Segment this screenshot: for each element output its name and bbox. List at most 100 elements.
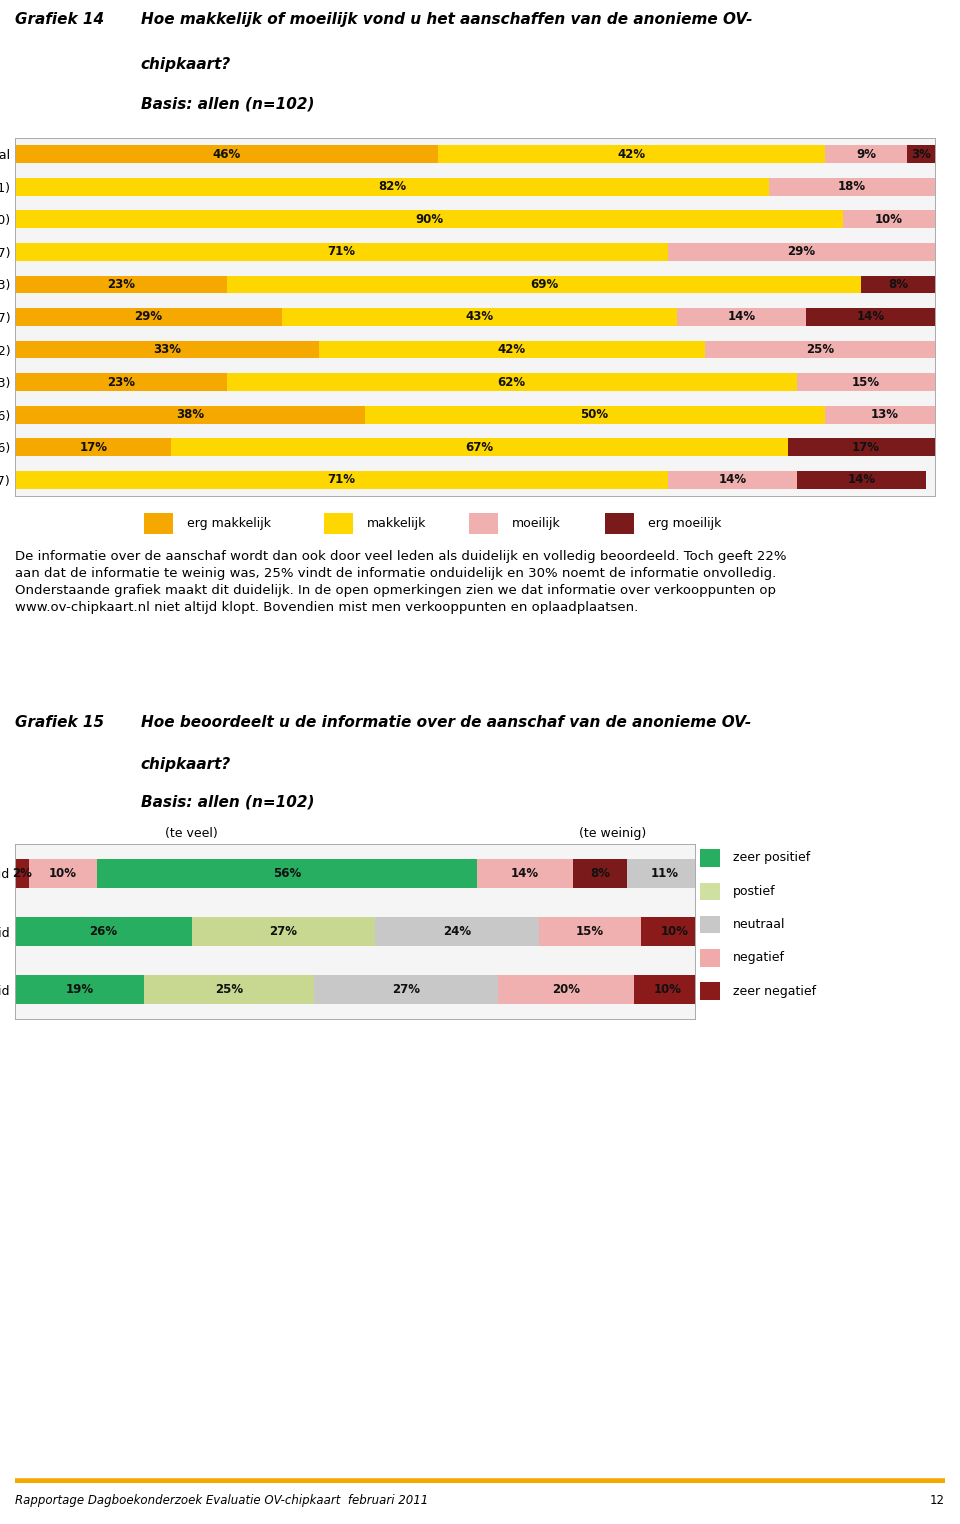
Text: 90%: 90% xyxy=(415,213,444,226)
Bar xyxy=(227,276,861,294)
Bar xyxy=(15,276,227,294)
Text: 8%: 8% xyxy=(888,277,908,291)
Text: 62%: 62% xyxy=(497,375,526,389)
Bar xyxy=(375,917,539,946)
Text: 20%: 20% xyxy=(552,983,580,997)
Bar xyxy=(192,917,375,946)
Bar xyxy=(700,916,720,933)
Bar xyxy=(15,178,769,195)
Text: 42%: 42% xyxy=(497,343,526,357)
Bar xyxy=(825,145,907,163)
Bar xyxy=(640,917,708,946)
Bar xyxy=(15,145,438,163)
Bar xyxy=(477,858,572,888)
Text: 26%: 26% xyxy=(89,925,117,937)
Text: Basis: allen (n=102): Basis: allen (n=102) xyxy=(140,796,314,809)
Bar xyxy=(843,210,935,229)
Bar xyxy=(15,308,282,326)
Bar xyxy=(15,975,144,1004)
Bar xyxy=(634,975,702,1004)
Text: Hoe makkelijk of moeilijk vond u het aanschaffen van de anonieme OV-: Hoe makkelijk of moeilijk vond u het aan… xyxy=(140,12,752,27)
Bar xyxy=(806,308,935,326)
Text: De informatie over de aanschaf wordt dan ook door veel leden als duidelijk en vo: De informatie over de aanschaf wordt dan… xyxy=(15,550,786,614)
Bar xyxy=(797,373,935,392)
Text: 27%: 27% xyxy=(270,925,298,937)
Bar xyxy=(97,858,477,888)
Text: makkelijk: makkelijk xyxy=(367,517,426,529)
Text: moeilijk: moeilijk xyxy=(512,517,561,529)
Text: chipkaart?: chipkaart? xyxy=(140,757,230,773)
Text: (te weinig): (te weinig) xyxy=(580,826,647,840)
Text: Rapportage Dagboekonderzoek Evaluatie OV-chipkaart  februari 2011: Rapportage Dagboekonderzoek Evaluatie OV… xyxy=(15,1494,428,1507)
Text: 9%: 9% xyxy=(856,148,876,160)
Bar xyxy=(668,471,797,489)
Text: 3%: 3% xyxy=(911,148,931,160)
Bar xyxy=(788,439,945,456)
Text: 67%: 67% xyxy=(466,440,493,454)
Bar xyxy=(15,405,365,424)
Text: Grafiek 14: Grafiek 14 xyxy=(15,12,104,27)
Bar xyxy=(668,242,935,261)
Text: 46%: 46% xyxy=(212,148,241,160)
Bar xyxy=(700,882,720,901)
Text: 23%: 23% xyxy=(107,375,134,389)
Bar xyxy=(227,373,797,392)
Text: 27%: 27% xyxy=(392,983,420,997)
Text: 25%: 25% xyxy=(806,343,834,357)
Text: 18%: 18% xyxy=(838,180,866,194)
Bar xyxy=(769,178,935,195)
Bar xyxy=(605,514,635,535)
Text: 19%: 19% xyxy=(65,983,94,997)
Bar xyxy=(15,210,843,229)
Bar xyxy=(324,514,353,535)
Text: 14%: 14% xyxy=(728,311,756,323)
Bar xyxy=(319,340,705,358)
Text: 42%: 42% xyxy=(617,148,645,160)
Text: 29%: 29% xyxy=(787,245,816,259)
Bar xyxy=(700,849,720,867)
Text: 82%: 82% xyxy=(378,180,406,194)
Bar xyxy=(539,917,640,946)
Text: 10%: 10% xyxy=(660,925,688,937)
Text: 14%: 14% xyxy=(511,867,540,879)
Text: 13%: 13% xyxy=(871,408,899,421)
Text: 56%: 56% xyxy=(273,867,301,879)
Bar xyxy=(700,949,720,966)
Text: 23%: 23% xyxy=(107,277,134,291)
Text: 33%: 33% xyxy=(153,343,180,357)
Bar xyxy=(365,405,825,424)
Text: 15%: 15% xyxy=(576,925,604,937)
Bar xyxy=(438,145,825,163)
Text: 69%: 69% xyxy=(530,277,558,291)
Bar xyxy=(15,340,319,358)
Bar xyxy=(314,975,498,1004)
Text: 71%: 71% xyxy=(327,245,355,259)
Text: 50%: 50% xyxy=(581,408,609,421)
Bar xyxy=(15,858,29,888)
Text: 24%: 24% xyxy=(443,925,471,937)
Text: erg makkelijk: erg makkelijk xyxy=(187,517,271,529)
Text: 43%: 43% xyxy=(466,311,493,323)
Bar xyxy=(861,276,935,294)
Text: 25%: 25% xyxy=(215,983,243,997)
Text: 38%: 38% xyxy=(176,408,204,421)
Text: 8%: 8% xyxy=(589,867,610,879)
Bar xyxy=(797,471,925,489)
Bar xyxy=(15,439,172,456)
Text: 14%: 14% xyxy=(848,474,876,486)
Text: 17%: 17% xyxy=(79,440,108,454)
Text: 10%: 10% xyxy=(49,867,77,879)
Bar xyxy=(907,145,935,163)
Text: 2%: 2% xyxy=(12,867,32,879)
Text: 12: 12 xyxy=(930,1494,945,1507)
Text: Basis: allen (n=102): Basis: allen (n=102) xyxy=(140,98,314,111)
Bar xyxy=(700,983,720,1000)
Bar xyxy=(15,242,668,261)
Bar xyxy=(15,471,668,489)
Bar xyxy=(678,308,806,326)
Text: 14%: 14% xyxy=(718,474,747,486)
Text: 14%: 14% xyxy=(856,311,885,323)
Text: 10%: 10% xyxy=(654,983,682,997)
Bar xyxy=(627,858,702,888)
Text: neutraal: neutraal xyxy=(733,917,785,931)
